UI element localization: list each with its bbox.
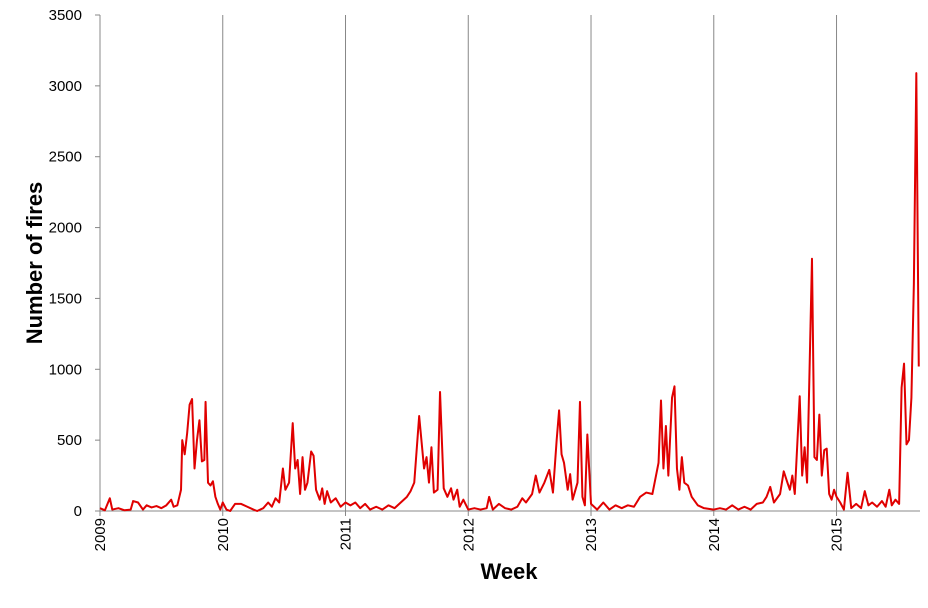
- data-line: [99, 72, 920, 512]
- y-tick-label: 500: [57, 432, 82, 449]
- x-tick-label: 2015: [829, 518, 846, 551]
- x-tick-label: 2010: [215, 518, 232, 551]
- x-tick-label: 2012: [460, 518, 477, 551]
- y-axis-title: Number of fires: [22, 182, 47, 345]
- x-tick-label: 2014: [706, 518, 723, 551]
- y-tick-label: 2500: [49, 149, 82, 166]
- y-tick-label: 1500: [49, 290, 82, 307]
- y-tick-label: 3000: [49, 78, 82, 95]
- y-tick-label: 1000: [49, 361, 82, 378]
- y-tick-label: 0: [74, 503, 82, 520]
- x-tick-label: 2013: [583, 518, 600, 551]
- x-axis-title: Week: [480, 559, 538, 584]
- y-tick-label: 3500: [49, 7, 82, 24]
- y-tick-label: 2000: [49, 220, 82, 237]
- x-tick-label: 2009: [92, 518, 109, 551]
- x-tick-label: 2011: [338, 518, 355, 550]
